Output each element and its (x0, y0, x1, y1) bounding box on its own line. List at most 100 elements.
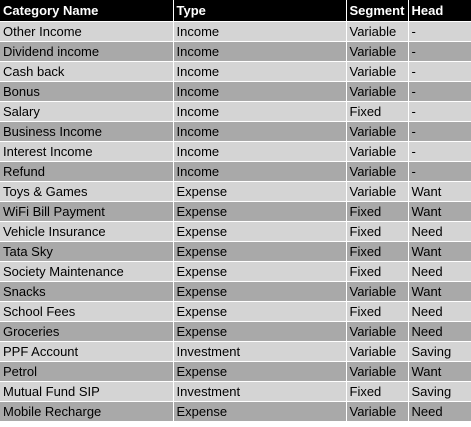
cell-segment[interactable]: Variable (346, 81, 409, 102)
table-row: Salary Income Fixed - (0, 101, 471, 122)
cell-head[interactable]: - (408, 61, 471, 82)
cell-type[interactable]: Expense (173, 221, 347, 242)
table-row: Tata Sky Expense Fixed Want (0, 241, 471, 262)
cell-type[interactable]: Income (173, 61, 347, 82)
table-row: School Fees Expense Fixed Need (0, 301, 471, 322)
cell-type[interactable]: Expense (173, 201, 347, 222)
cell-type[interactable]: Expense (173, 301, 347, 322)
header-row: Category Name Type Segment Head (0, 0, 471, 22)
cell-type[interactable]: Income (173, 121, 347, 142)
cell-category-name[interactable]: Interest Income (0, 141, 174, 162)
cell-segment[interactable]: Variable (346, 281, 409, 302)
cell-category-name[interactable]: Refund (0, 161, 174, 182)
cell-type[interactable]: Investment (173, 381, 347, 402)
cell-head[interactable]: Saving (408, 381, 471, 402)
cell-type[interactable]: Income (173, 141, 347, 162)
cell-category-name[interactable]: Other Income (0, 21, 174, 42)
header-head[interactable]: Head (408, 0, 471, 22)
cell-type[interactable]: Income (173, 21, 347, 42)
cell-segment[interactable]: Variable (346, 161, 409, 182)
cell-category-name[interactable]: Mobile Recharge (0, 401, 174, 422)
cell-head[interactable]: - (408, 21, 471, 42)
cell-type[interactable]: Income (173, 101, 347, 122)
cell-type[interactable]: Expense (173, 241, 347, 262)
cell-category-name[interactable]: Cash back (0, 61, 174, 82)
table-row: Toys & Games Expense Variable Want (0, 181, 471, 202)
cell-head[interactable]: Need (408, 401, 471, 422)
table-row: WiFi Bill Payment Expense Fixed Want (0, 201, 471, 222)
cell-category-name[interactable]: Mutual Fund SIP (0, 381, 174, 402)
cell-head[interactable]: Want (408, 361, 471, 382)
table-row: Mobile Recharge Expense Variable Need (0, 401, 471, 422)
cell-head[interactable]: - (408, 41, 471, 62)
cell-category-name[interactable]: Salary (0, 101, 174, 122)
cell-head[interactable]: Want (408, 281, 471, 302)
cell-segment[interactable]: Fixed (346, 381, 409, 402)
cell-segment[interactable]: Variable (346, 341, 409, 362)
cell-segment[interactable]: Fixed (346, 261, 409, 282)
cell-head[interactable]: Want (408, 201, 471, 222)
table-row: Interest Income Income Variable - (0, 141, 471, 162)
cell-head[interactable]: Need (408, 321, 471, 342)
cell-type[interactable]: Expense (173, 261, 347, 282)
table-row: Groceries Expense Variable Need (0, 321, 471, 342)
cell-segment[interactable]: Variable (346, 41, 409, 62)
cell-segment[interactable]: Variable (346, 181, 409, 202)
cell-type[interactable]: Income (173, 81, 347, 102)
cell-segment[interactable]: Variable (346, 121, 409, 142)
cell-category-name[interactable]: PPF Account (0, 341, 174, 362)
cell-head[interactable]: Need (408, 301, 471, 322)
cell-category-name[interactable]: Dividend income (0, 41, 174, 62)
cell-segment[interactable]: Fixed (346, 221, 409, 242)
cell-type[interactable]: Investment (173, 341, 347, 362)
table-row: Refund Income Variable - (0, 161, 471, 182)
cell-segment[interactable]: Variable (346, 21, 409, 42)
cell-segment[interactable]: Variable (346, 361, 409, 382)
cell-segment[interactable]: Fixed (346, 101, 409, 122)
cell-head[interactable]: Need (408, 261, 471, 282)
cell-segment[interactable]: Variable (346, 141, 409, 162)
cell-type[interactable]: Income (173, 41, 347, 62)
cell-type[interactable]: Expense (173, 181, 347, 202)
cell-segment[interactable]: Variable (346, 401, 409, 422)
cell-category-name[interactable]: WiFi Bill Payment (0, 201, 174, 222)
cell-category-name[interactable]: Groceries (0, 321, 174, 342)
cell-head[interactable]: - (408, 101, 471, 122)
cell-type[interactable]: Expense (173, 361, 347, 382)
cell-category-name[interactable]: Vehicle Insurance (0, 221, 174, 242)
header-type[interactable]: Type (173, 0, 347, 22)
table-row: Other Income Income Variable - (0, 21, 471, 42)
cell-category-name[interactable]: Petrol (0, 361, 174, 382)
table-row: Business Income Income Variable - (0, 121, 471, 142)
cell-type[interactable]: Expense (173, 281, 347, 302)
cell-category-name[interactable]: Tata Sky (0, 241, 174, 262)
cell-category-name[interactable]: Bonus (0, 81, 174, 102)
header-category-name[interactable]: Category Name (0, 0, 174, 22)
cell-type[interactable]: Expense (173, 321, 347, 342)
cell-head[interactable]: - (408, 161, 471, 182)
cell-segment[interactable]: Fixed (346, 201, 409, 222)
cell-category-name[interactable]: School Fees (0, 301, 174, 322)
table-row: Petrol Expense Variable Want (0, 361, 471, 382)
table-row: Vehicle Insurance Expense Fixed Need (0, 221, 471, 242)
cell-head[interactable]: - (408, 121, 471, 142)
cell-head[interactable]: Saving (408, 341, 471, 362)
cell-category-name[interactable]: Toys & Games (0, 181, 174, 202)
table-row: Dividend income Income Variable - (0, 41, 471, 62)
cell-head[interactable]: Want (408, 241, 471, 262)
cell-head[interactable]: Need (408, 221, 471, 242)
cell-segment[interactable]: Fixed (346, 241, 409, 262)
cell-category-name[interactable]: Business Income (0, 121, 174, 142)
cell-type[interactable]: Income (173, 161, 347, 182)
cell-head[interactable]: Want (408, 181, 471, 202)
cell-segment[interactable]: Variable (346, 321, 409, 342)
cell-segment[interactable]: Variable (346, 61, 409, 82)
cell-head[interactable]: - (408, 81, 471, 102)
cell-category-name[interactable]: Snacks (0, 281, 174, 302)
cell-type[interactable]: Expense (173, 401, 347, 422)
cell-segment[interactable]: Fixed (346, 301, 409, 322)
cell-head[interactable]: - (408, 141, 471, 162)
cell-category-name[interactable]: Society Maintenance (0, 261, 174, 282)
header-segment[interactable]: Segment (346, 0, 409, 22)
